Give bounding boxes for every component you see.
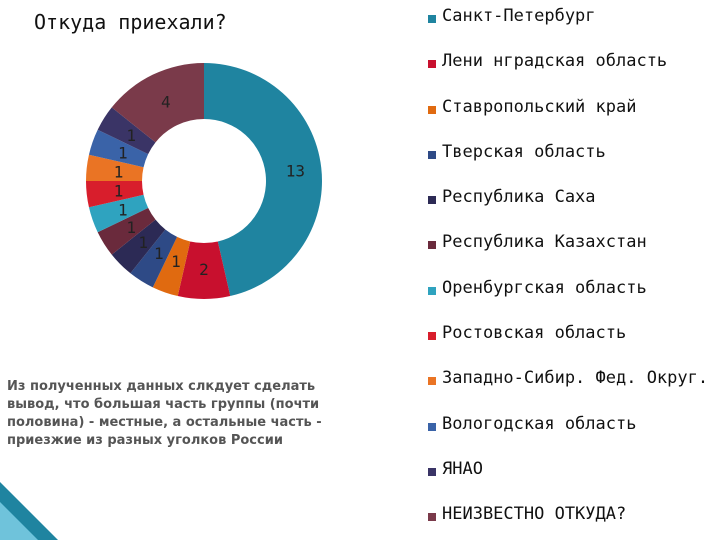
legend-label: Республика Саха <box>442 187 596 208</box>
slice-value-label: 1 <box>171 252 181 271</box>
legend-swatch <box>428 422 436 431</box>
donut-slice <box>111 219 166 274</box>
legend-swatch <box>428 60 436 69</box>
slice-value-label: 2 <box>199 260 209 279</box>
legend-item: Санкт-Петербург <box>428 6 718 51</box>
donut-slice <box>86 181 144 208</box>
donut-slice <box>88 194 149 233</box>
slice-value-label: 1 <box>118 144 128 163</box>
legend-item: НЕИЗВЕСТНО ОТКУДА? <box>428 504 718 549</box>
donut-slice <box>130 229 178 288</box>
legend-label: Оренбургская область <box>442 277 647 298</box>
slice-value-label: 1 <box>154 244 164 263</box>
conclusion-text: Из полученных данных слкдует сделать выв… <box>7 379 322 448</box>
donut-slice <box>177 241 231 300</box>
legend-label: ЯНАО <box>442 458 483 479</box>
donut-slice <box>204 63 323 297</box>
legend-label: Тверская область <box>442 141 606 162</box>
donut-slice <box>86 154 144 181</box>
legend-swatch <box>428 286 436 295</box>
legend-item: Тверская область <box>428 142 718 187</box>
slice-value-label: 1 <box>138 233 148 252</box>
slice-value-label: 1 <box>126 126 136 145</box>
legend-item: Вологодская область <box>428 414 718 459</box>
legend-item: Республика Казахстан <box>428 232 718 277</box>
legend-swatch <box>428 15 436 23</box>
legend-item: Республика Саха <box>428 187 718 232</box>
legend-swatch <box>428 377 436 386</box>
legend-label: НЕИЗВЕСТНО ОТКУДА? <box>442 504 627 525</box>
legend-swatch <box>428 105 436 114</box>
slice-value-label: 1 <box>114 162 124 181</box>
donut-slice <box>152 236 191 297</box>
legend-item: Лени нградская область <box>428 51 718 96</box>
legend-label: Ставропольский край <box>442 96 637 117</box>
slice-value-label: 1 <box>126 218 136 237</box>
legend-swatch <box>428 467 436 476</box>
legend-label: Республика Казахстан <box>442 232 647 253</box>
chart-title: Откуда приехали? <box>34 10 227 34</box>
donut-slice <box>88 129 149 168</box>
legend-swatch <box>428 332 436 341</box>
donut-slice <box>97 207 156 255</box>
chart-legend: Санкт-Петербург Лени нградская область Ста… <box>428 6 718 550</box>
legend-label: Западно-Сибир. Фед. Округ. <box>442 368 709 389</box>
slice-value-label: 13 <box>286 162 305 181</box>
slice-value-label: 4 <box>161 93 171 112</box>
legend-item: Оренбургская область <box>428 278 718 323</box>
slice-value-label: 1 <box>118 200 128 219</box>
legend-item: Ростовская область <box>428 323 718 368</box>
legend-swatch <box>428 150 436 159</box>
legend-item: ЯНАО <box>428 459 718 504</box>
donut-slice <box>97 107 156 155</box>
donut-slice <box>111 63 204 143</box>
legend-item: Западно-Сибир. Фед. Округ. <box>428 368 718 413</box>
legend-swatch <box>428 196 436 205</box>
legend-label: Вологодская область <box>442 413 637 434</box>
legend-label: Ростовская область <box>442 323 627 344</box>
legend-swatch <box>428 241 436 250</box>
legend-item: Ставропольский край <box>428 97 718 142</box>
legend-swatch <box>428 513 436 522</box>
legend-label: Лени нградская область <box>442 51 668 72</box>
slice-value-label: 1 <box>114 182 124 201</box>
legend-label: Санкт-Петербург <box>442 6 596 26</box>
corner-decoration <box>0 482 58 540</box>
